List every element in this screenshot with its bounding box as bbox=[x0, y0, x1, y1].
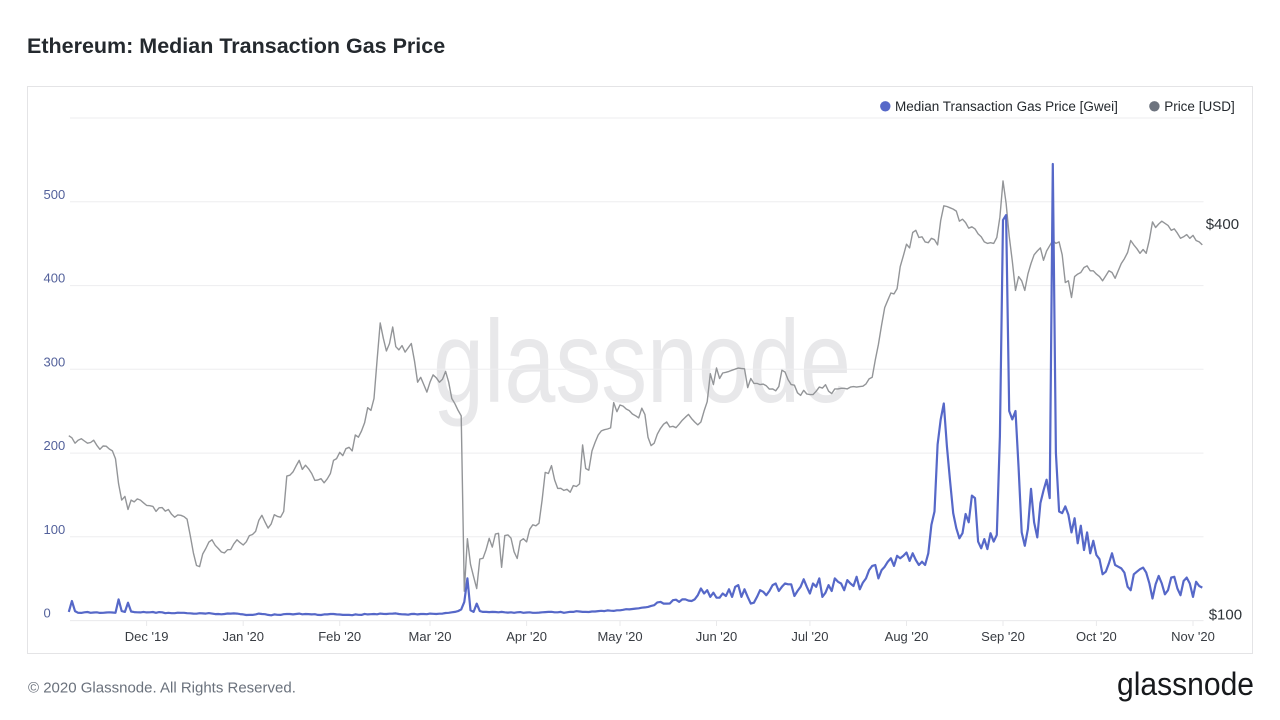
svg-text:Jul '20: Jul '20 bbox=[791, 629, 828, 644]
svg-text:Sep '20: Sep '20 bbox=[981, 629, 1025, 644]
svg-text:Price [USD]: Price [USD] bbox=[1164, 99, 1235, 114]
svg-text:0: 0 bbox=[44, 606, 51, 621]
svg-text:Dec '19: Dec '19 bbox=[125, 629, 169, 644]
svg-text:500: 500 bbox=[44, 187, 66, 202]
svg-text:100: 100 bbox=[44, 522, 66, 537]
svg-text:Jun '20: Jun '20 bbox=[696, 629, 738, 644]
svg-text:glassnode: glassnode bbox=[1117, 666, 1254, 702]
svg-text:Feb '20: Feb '20 bbox=[318, 629, 361, 644]
svg-text:400: 400 bbox=[44, 271, 66, 286]
svg-text:Median Transaction Gas Price [: Median Transaction Gas Price [Gwei] bbox=[895, 99, 1118, 114]
svg-text:$400: $400 bbox=[1206, 216, 1239, 233]
svg-text:Ethereum: Median Transaction G: Ethereum: Median Transaction Gas Price bbox=[27, 34, 445, 58]
svg-text:May '20: May '20 bbox=[597, 629, 642, 644]
svg-text:Jan '20: Jan '20 bbox=[222, 629, 264, 644]
svg-text:Nov '20: Nov '20 bbox=[1171, 629, 1215, 644]
svg-text:© 2020 Glassnode. All Rights R: © 2020 Glassnode. All Rights Reserved. bbox=[28, 680, 296, 697]
svg-text:Oct '20: Oct '20 bbox=[1076, 629, 1117, 644]
svg-text:glassnode: glassnode bbox=[433, 297, 851, 428]
svg-text:Mar '20: Mar '20 bbox=[409, 629, 452, 644]
svg-text:Aug '20: Aug '20 bbox=[885, 629, 929, 644]
svg-text:300: 300 bbox=[44, 354, 66, 369]
svg-text:Apr '20: Apr '20 bbox=[506, 629, 547, 644]
svg-text:200: 200 bbox=[44, 438, 66, 453]
svg-text:$100: $100 bbox=[1209, 606, 1242, 623]
